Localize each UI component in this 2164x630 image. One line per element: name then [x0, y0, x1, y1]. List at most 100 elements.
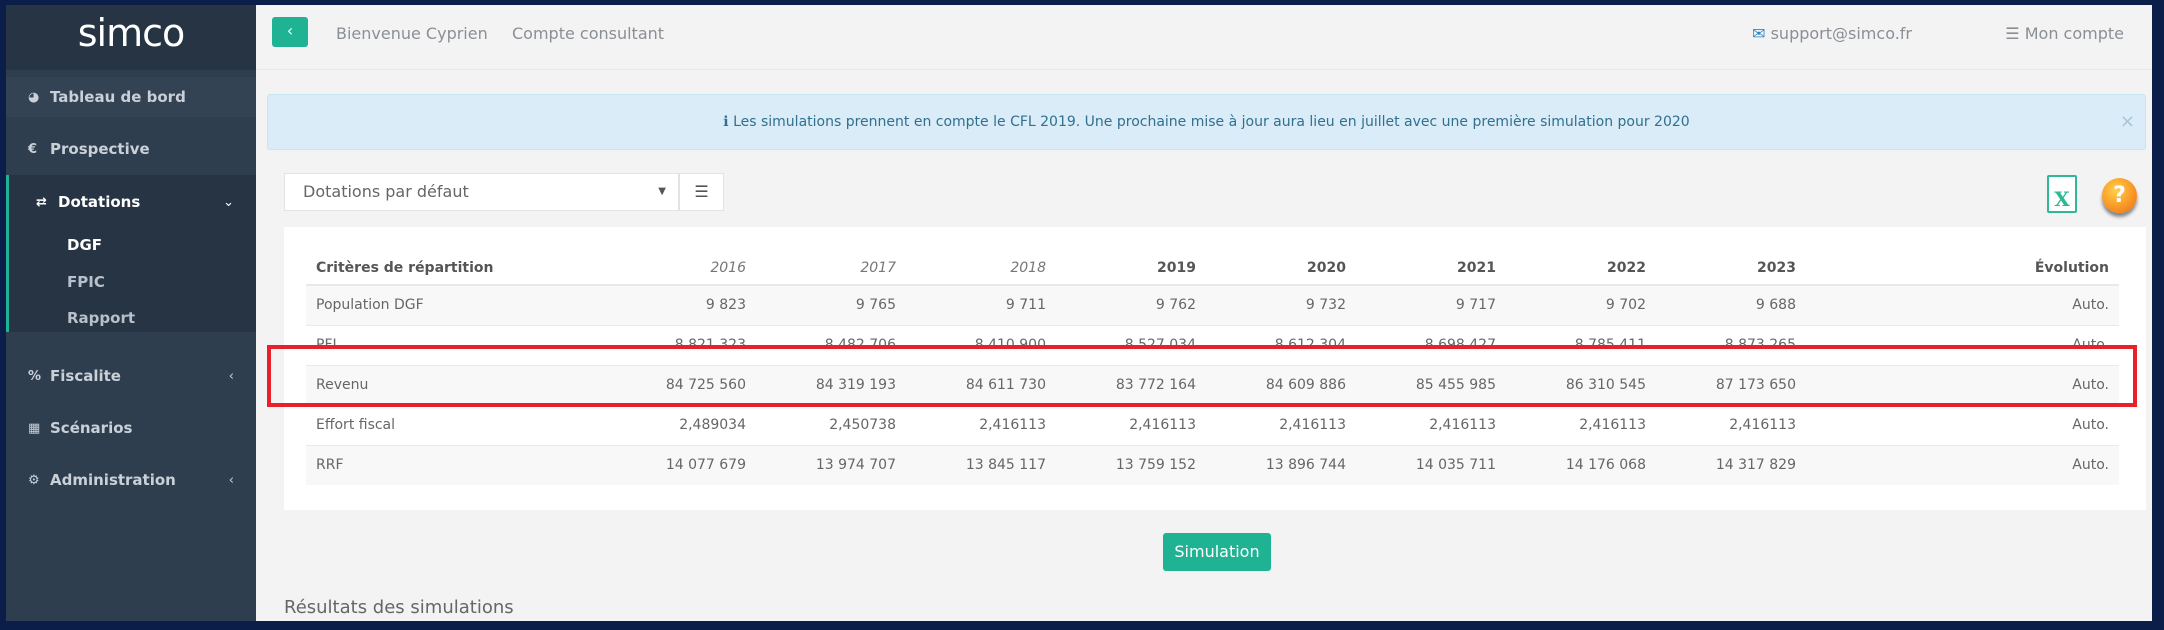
table-cell: Auto.	[1839, 364, 2119, 405]
table-cell: 85 455 985	[1356, 364, 1506, 405]
column-header: Critères de répartition	[306, 251, 606, 286]
chevron-left-icon: ‹	[228, 472, 234, 488]
label: support@simco.fr	[1770, 24, 1912, 43]
table-cell: 83 772 164	[1056, 364, 1206, 405]
menu-icon: ☰	[2005, 24, 2020, 43]
label: Mon compte	[2024, 24, 2124, 43]
table-cell	[1806, 364, 1840, 405]
table-cell	[1806, 324, 1840, 365]
list-menu-button[interactable]: ☰	[679, 173, 724, 211]
collapse-sidebar-button[interactable]: ‹	[272, 17, 308, 47]
table-cell: 13 974 707	[756, 444, 906, 485]
table-cell: Population DGF	[306, 284, 606, 325]
table-cell: 84 725 560	[606, 364, 756, 405]
column-header: 2017	[756, 251, 906, 286]
table-cell: 84 609 886	[1206, 364, 1356, 405]
table-cell: 9 711	[906, 284, 1056, 325]
sidebar-item-dotations[interactable]: ⇄ Dotations ⌄	[6, 182, 256, 222]
table-cell: 2,450738	[756, 404, 906, 445]
logo: simco	[6, 5, 256, 70]
results-title: Résultats des simulations	[284, 597, 514, 618]
table-row: RRF 14 077 679 13 974 707 13 845 117 13 759 …	[306, 444, 2119, 485]
table-cell: Auto.	[1839, 404, 2119, 445]
sidebar-item-tableau-de-bord[interactable]: ◕ Tableau de bord	[6, 77, 256, 117]
info-alert: ℹ Les simulations prennent en compte le …	[267, 94, 2146, 150]
sidebar-item-fiscalite[interactable]: % Fiscalite ‹	[6, 356, 256, 396]
table-cell: 9 823	[606, 284, 756, 325]
table-cell: 13 845 117	[906, 444, 1056, 485]
account-menu[interactable]: ☰ Mon compte	[2005, 24, 2124, 43]
sidebar: simco ◕ Tableau de bord € Prospective ⇄ Dot…	[6, 5, 256, 621]
sidebar-subitem-fpic[interactable]: FPIC	[67, 273, 105, 291]
table-cell: 2,416113	[1206, 404, 1356, 445]
table-cell: 14 317 829	[1656, 444, 1806, 485]
table-cell: 8 612 304	[1206, 324, 1356, 365]
table-cell: 8 698 427	[1356, 324, 1506, 365]
column-header: 2016	[606, 251, 756, 286]
table-cell: 14 176 068	[1506, 444, 1656, 485]
app-window: simco ◕ Tableau de bord € Prospective ⇄ Dot…	[6, 5, 2152, 621]
table-row: Effort fiscal 2,489034 2,450738 2,416113 2,4…	[306, 404, 2119, 445]
label: Tableau de bord	[50, 88, 186, 106]
exchange-icon: ⇄	[36, 194, 47, 210]
table-cell: 8 482 706	[756, 324, 906, 365]
column-header: 2020	[1206, 251, 1356, 286]
caret-down-icon: ▼	[658, 186, 666, 197]
table-cell: 84 319 193	[756, 364, 906, 405]
sidebar-item-prospective[interactable]: € Prospective	[6, 129, 256, 169]
table-cell: 13 896 744	[1206, 444, 1356, 485]
table-row: Revenu 84 725 560 84 319 193 84 611 730 83 7…	[306, 364, 2119, 405]
table-cell: 87 173 650	[1656, 364, 1806, 405]
table-cell: PFI	[306, 324, 606, 365]
support-email-link[interactable]: ✉ support@simco.fr	[1752, 24, 1912, 43]
table-cell: Revenu	[306, 364, 606, 405]
table-cell: 8 527 034	[1056, 324, 1206, 365]
column-header: 2019	[1056, 251, 1206, 286]
table-cell: 8 873 265	[1656, 324, 1806, 365]
table-cell	[1806, 284, 1840, 325]
table-cell: 2,416113	[1656, 404, 1806, 445]
table-cell: 2,416113	[1356, 404, 1506, 445]
main-content: ‹ Bienvenue Cyprien Compte consultant ✉ …	[256, 5, 2152, 621]
percent-icon: %	[28, 368, 42, 384]
table-cell: 2,416113	[1506, 404, 1656, 445]
close-icon[interactable]: ×	[2119, 111, 2135, 132]
sidebar-subitem-dgf[interactable]: DGF	[67, 236, 103, 254]
column-header: Évolution	[1839, 251, 2119, 286]
table-cell: 2,489034	[606, 404, 756, 445]
column-header	[1806, 251, 1840, 286]
table-cell: 9 702	[1506, 284, 1656, 325]
table-cell	[1806, 404, 1840, 445]
table-cell: 14 077 679	[606, 444, 756, 485]
table-cell: 84 611 730	[906, 364, 1056, 405]
table-cell: Auto.	[1839, 324, 2119, 365]
table-cell: RRF	[306, 444, 606, 485]
table-cell: 8 785 411	[1506, 324, 1656, 365]
active-section	[6, 175, 256, 332]
simulation-button[interactable]: Simulation	[1163, 533, 1271, 571]
label: Administration	[50, 471, 176, 489]
alert-text: Les simulations prennent en compte le CF…	[733, 114, 1690, 130]
table-row: Population DGF 9 823 9 765 9 711 9 762 9 732 9…	[306, 284, 2119, 325]
label: Fiscalite	[50, 367, 121, 385]
chevron-left-icon: ‹	[228, 368, 234, 384]
table-cell: Effort fiscal	[306, 404, 606, 445]
excel-export-icon[interactable]: X	[2047, 175, 2077, 213]
gear-icon: ⚙	[28, 472, 40, 488]
sidebar-item-scenarios[interactable]: ▦ Scénarios	[6, 408, 256, 448]
help-icon[interactable]: ?	[2102, 178, 2137, 213]
table-cell: 9 717	[1356, 284, 1506, 325]
sidebar-subitem-rapport[interactable]: Rapport	[67, 309, 136, 327]
dashboard-icon: ◕	[28, 89, 40, 105]
topbar: ‹ Bienvenue Cyprien Compte consultant ✉ …	[256, 5, 2152, 70]
sidebar-item-administration[interactable]: ⚙ Administration ‹	[6, 460, 256, 500]
label: Dotations	[58, 193, 141, 211]
table-cell: 9 732	[1206, 284, 1356, 325]
label: Prospective	[50, 140, 150, 158]
info-icon: ℹ	[723, 114, 729, 130]
table-cell: Auto.	[1839, 444, 2119, 485]
dotations-select[interactable]: Dotations par défaut ▼	[284, 173, 679, 211]
table-cell: 9 765	[756, 284, 906, 325]
table-cell: 9 688	[1656, 284, 1806, 325]
table-cell: Auto.	[1839, 284, 2119, 325]
